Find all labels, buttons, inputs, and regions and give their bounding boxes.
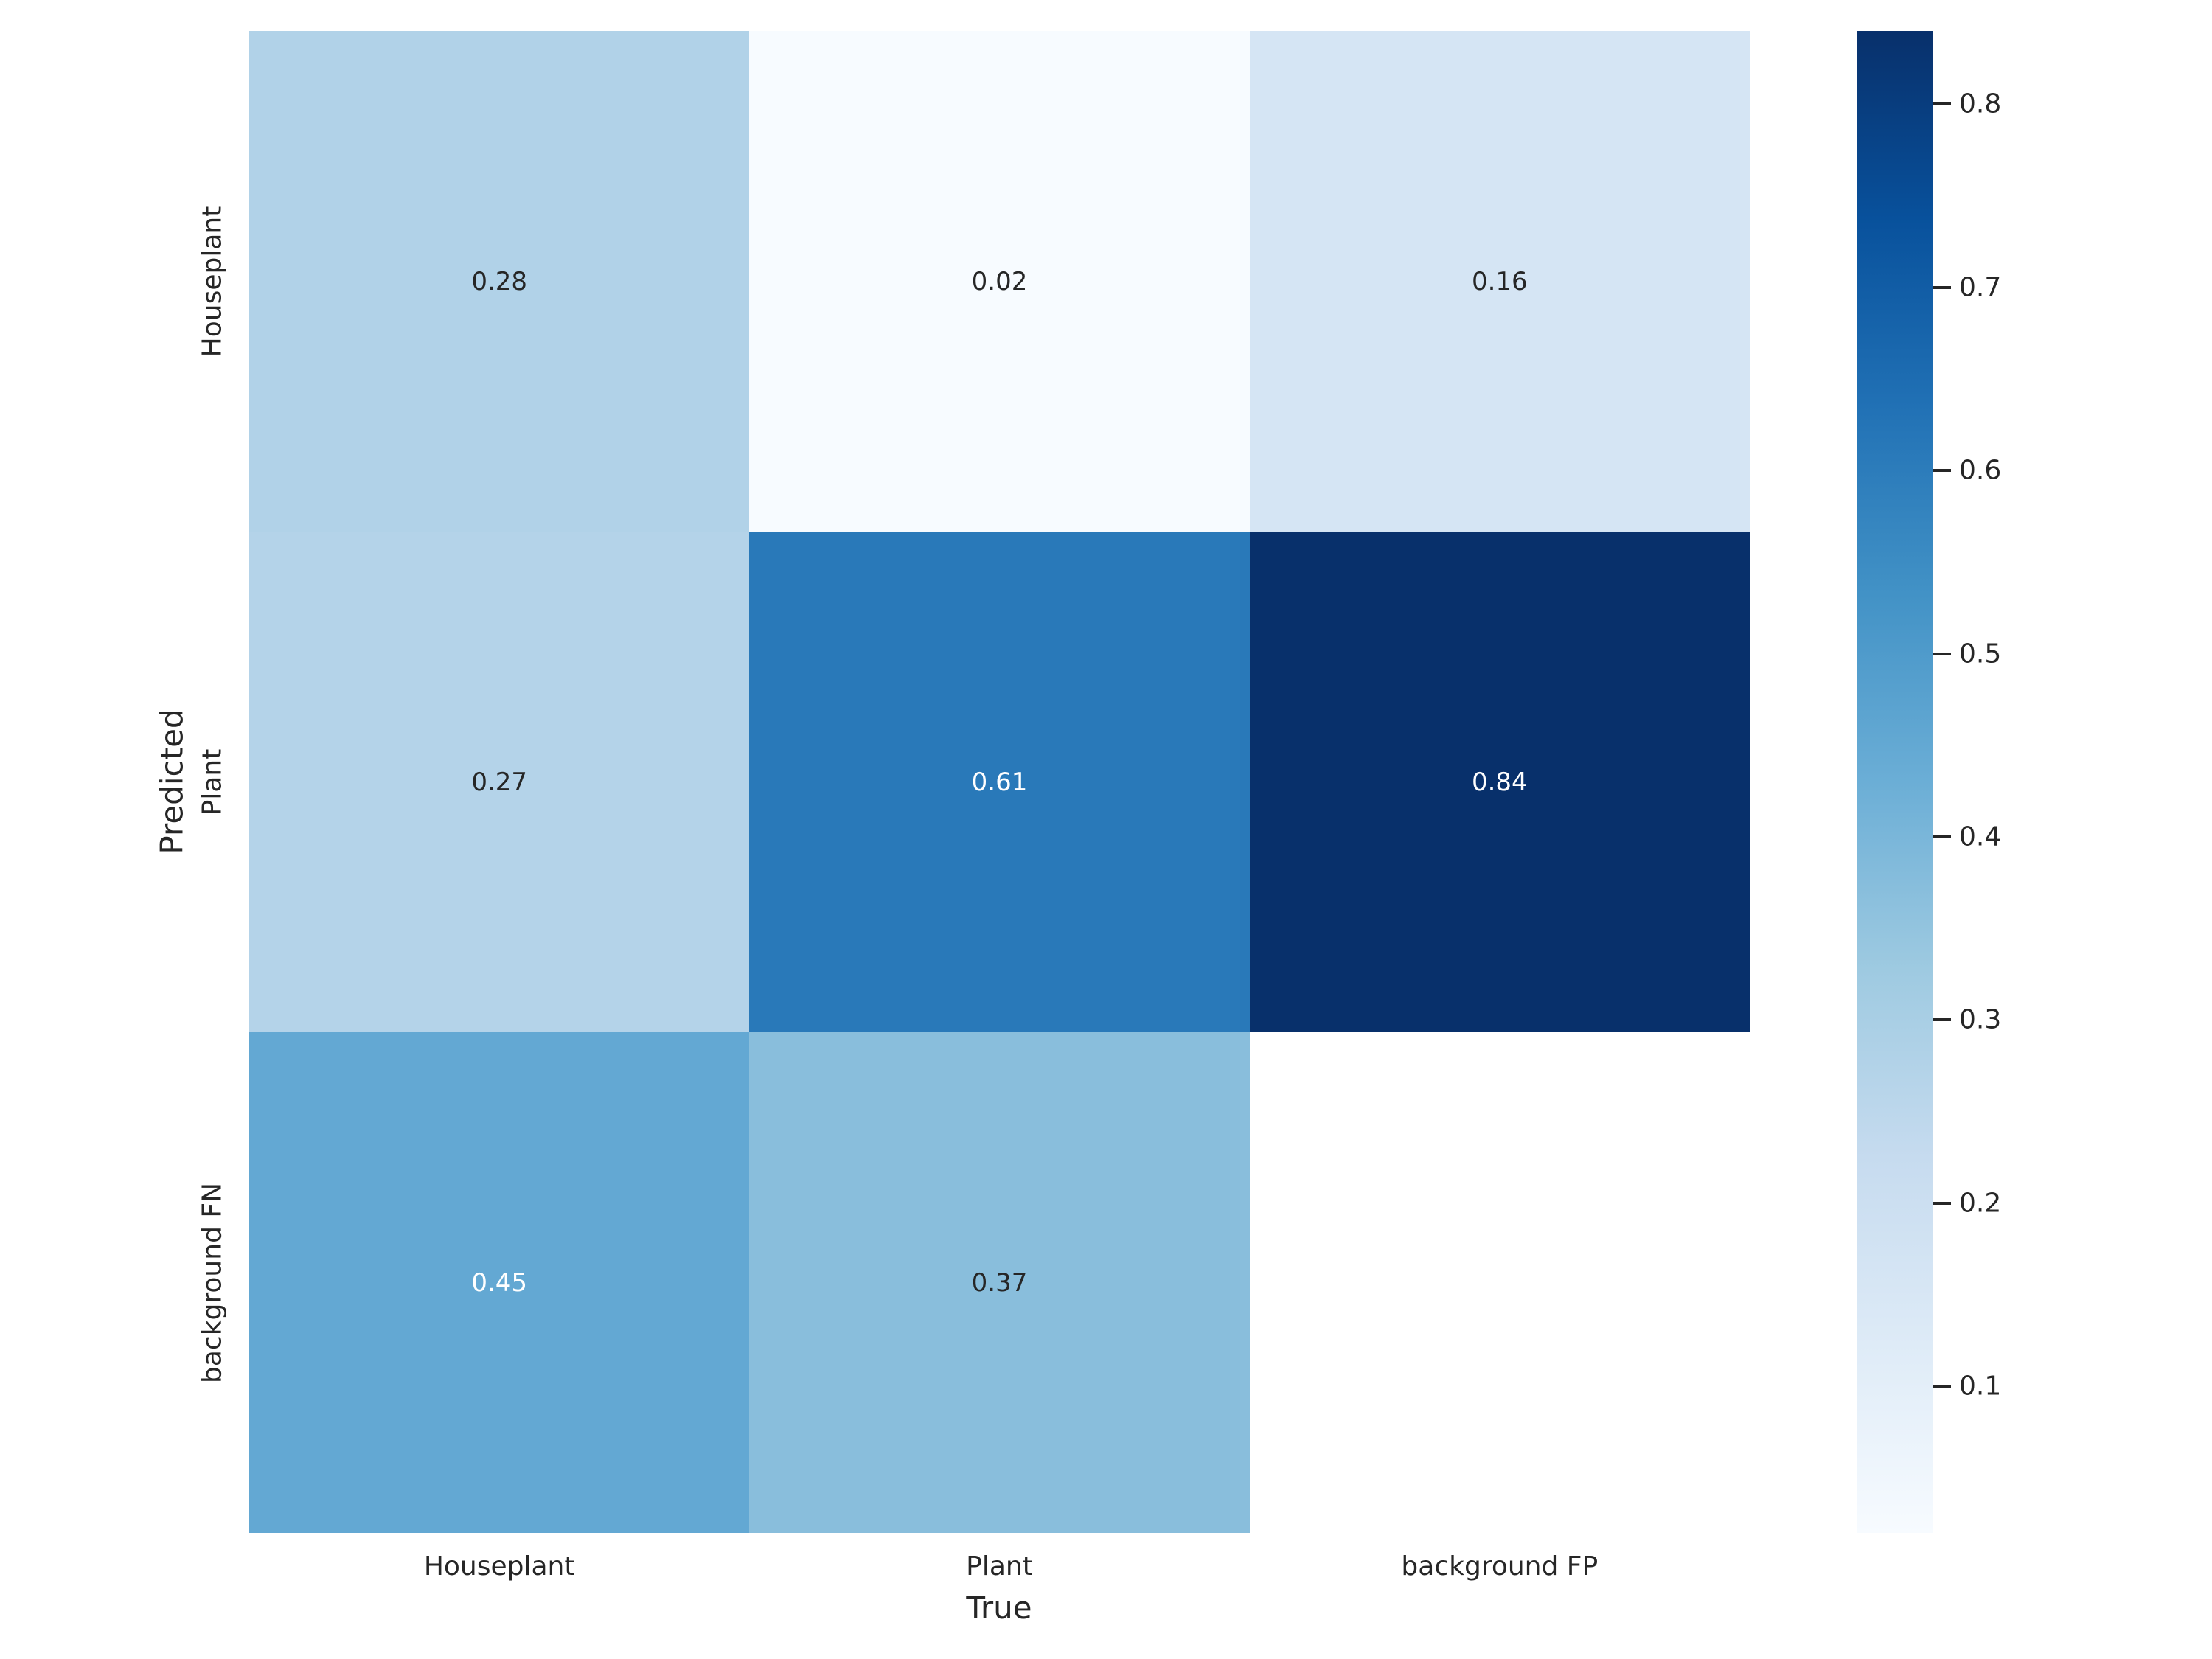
y-axis-label: Predicted (153, 709, 190, 855)
colorbar-tick-label: 0.3 (1959, 1004, 2002, 1035)
colorbar-tick-label: 0.4 (1959, 821, 2002, 852)
cell-value: 0.61 (971, 767, 1028, 797)
cell-value: 0.02 (971, 266, 1028, 296)
colorbar-tick-mark (1933, 1385, 1951, 1388)
colorbar-tick-mark (1933, 1201, 1951, 1205)
x-tick-label: Houseplant (423, 1551, 575, 1582)
heatmap-cell (1249, 1032, 1750, 1533)
colorbar-tick-label: 0.2 (1959, 1188, 2002, 1219)
heatmap-cell: 0.02 (749, 31, 1250, 532)
heatmap-cell: 0.37 (749, 1032, 1250, 1533)
colorbar-tick-mark (1933, 285, 1951, 289)
x-axis-label: True (966, 1590, 1032, 1626)
colorbar-tick-label: 0.1 (1959, 1371, 2002, 1402)
cell-value: 0.37 (971, 1267, 1028, 1298)
cell-value: 0.16 (1471, 266, 1528, 296)
heatmap-cell: 0.45 (249, 1032, 750, 1533)
heatmap-cell: 0.61 (749, 532, 1250, 1032)
y-tick-label: Houseplant (197, 206, 228, 357)
heatmap-cell: 0.16 (1249, 31, 1750, 532)
heatmap-cell: 0.84 (1249, 532, 1750, 1032)
cell-value: 0.45 (471, 1267, 528, 1298)
y-tick-label: background FN (197, 1182, 228, 1383)
cell-value: 0.84 (1471, 767, 1528, 797)
x-tick-label: Plant (966, 1551, 1033, 1582)
heatmap-grid: 0.28 0.02 0.16 0.27 0.61 0.84 0.45 0.37 (249, 31, 1750, 1533)
cell-value: 0.28 (471, 266, 528, 296)
colorbar-tick-label: 0.5 (1959, 639, 2002, 669)
colorbar-tick-mark (1933, 102, 1951, 106)
cell-value: 0.27 (471, 767, 528, 797)
heatmap-cell: 0.27 (249, 532, 750, 1032)
heatmap-cell: 0.28 (249, 31, 750, 532)
colorbar-tick-mark (1933, 652, 1951, 655)
y-tick-label: Plant (197, 748, 228, 815)
colorbar (1857, 31, 1933, 1533)
colorbar-tick-label: 0.8 (1959, 88, 2002, 119)
colorbar-tick-mark (1933, 1018, 1951, 1022)
colorbar-tick-mark (1933, 469, 1951, 473)
colorbar-tick-mark (1933, 835, 1951, 839)
x-tick-label: background FP (1401, 1551, 1599, 1582)
colorbar-tick-label: 0.7 (1959, 272, 2002, 303)
colorbar-tick-label: 0.6 (1959, 455, 2002, 486)
